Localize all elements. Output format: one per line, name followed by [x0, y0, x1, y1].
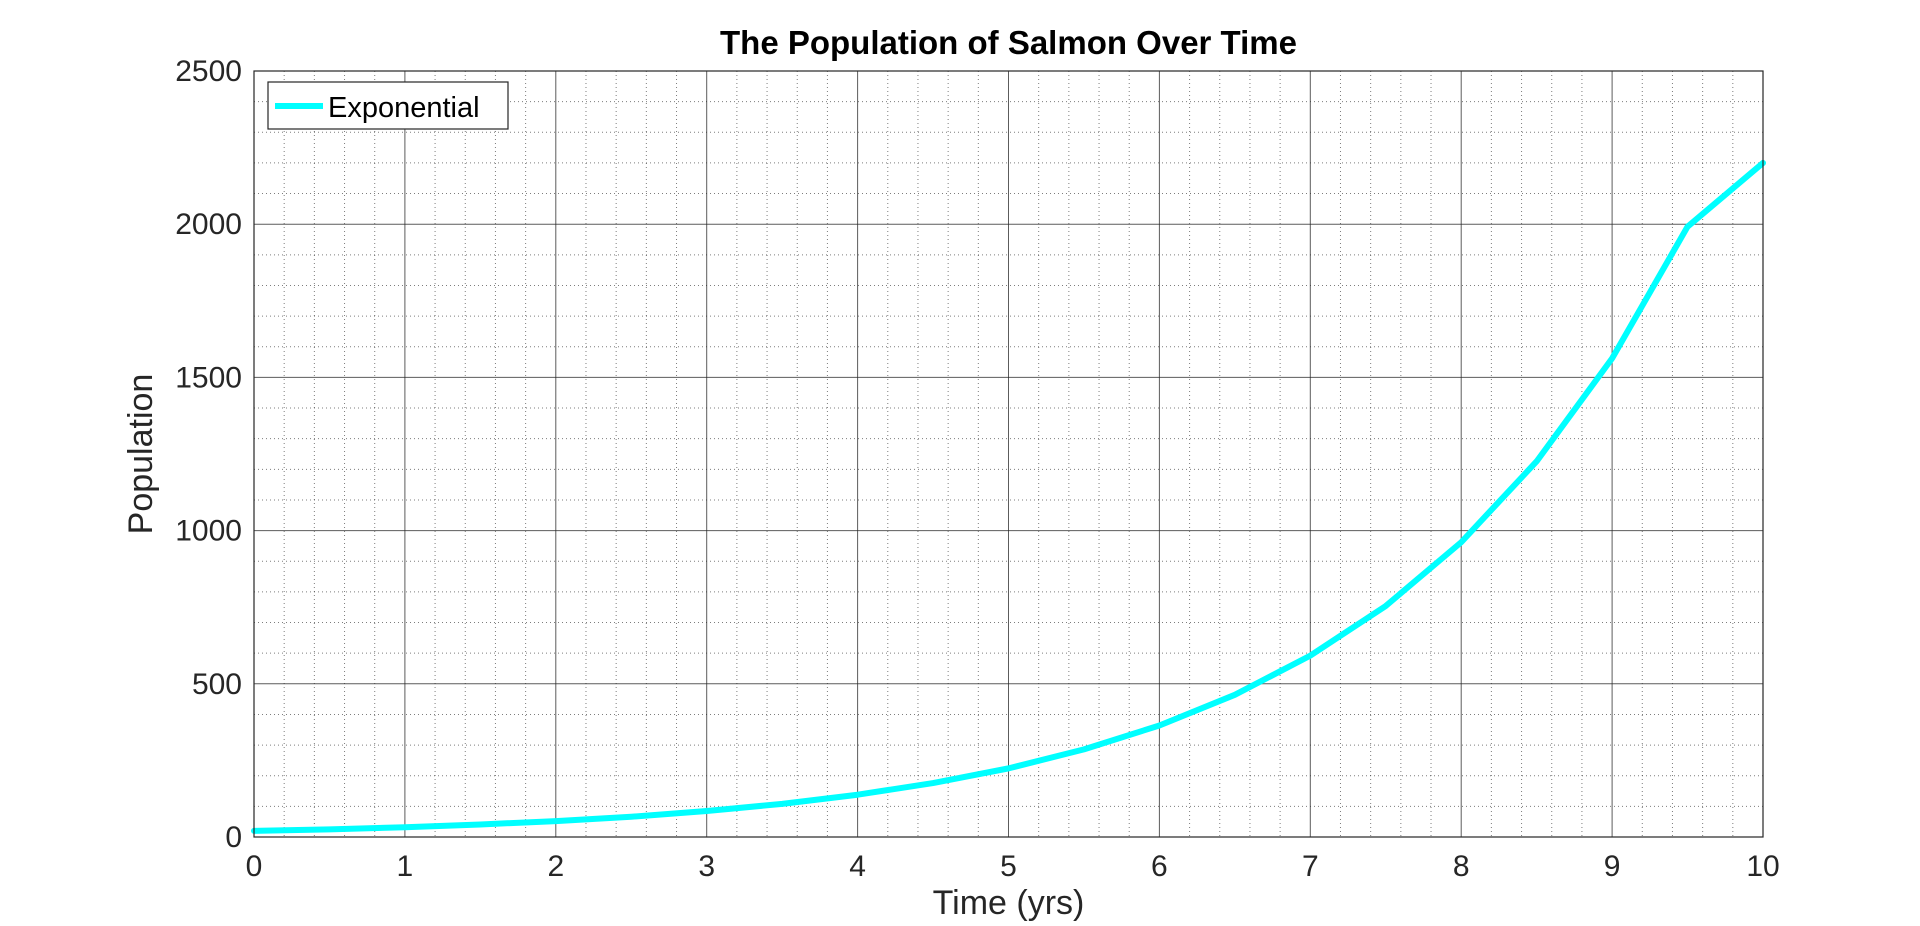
axes-box	[253, 70, 1764, 838]
x-tick-label: 2	[547, 850, 564, 883]
major-grid	[253, 70, 1764, 838]
y-tick-label: 1500	[175, 361, 242, 394]
x-tick-label: 4	[849, 850, 866, 883]
x-tick-label: 10	[1746, 850, 1779, 883]
legend-label-exponential: Exponential	[328, 92, 480, 124]
y-axis-label: Population	[122, 374, 160, 535]
x-tick-label: 6	[1151, 850, 1168, 883]
y-tick-label: 500	[192, 668, 242, 701]
x-tick-label: 3	[698, 850, 715, 883]
x-tick-label: 5	[1000, 850, 1017, 883]
series-line-exponential	[251, 159, 1766, 834]
y-tick-label: 0	[225, 821, 242, 854]
x-tick-label: 8	[1453, 850, 1470, 883]
y-tick-label: 2000	[175, 208, 242, 241]
y-tick-label: 1000	[175, 515, 242, 548]
legend: Exponential	[267, 81, 509, 130]
x-tick-label: 1	[397, 850, 414, 883]
x-tick-label: 7	[1302, 850, 1319, 883]
y-tick-label: 2500	[175, 55, 242, 88]
series-layer	[251, 159, 1766, 834]
y-tick-labels: 0 500 1000 1500 2000 2500	[175, 55, 242, 854]
x-tick-label: 9	[1604, 850, 1621, 883]
x-tick-label: 0	[246, 850, 263, 883]
x-axis-label: Time (yrs)	[933, 884, 1085, 922]
chart-title: The Population of Salmon Over Time	[720, 24, 1297, 61]
x-tick-labels: 0 1 2 3 4 5 6 7 8 9 10	[246, 850, 1780, 883]
